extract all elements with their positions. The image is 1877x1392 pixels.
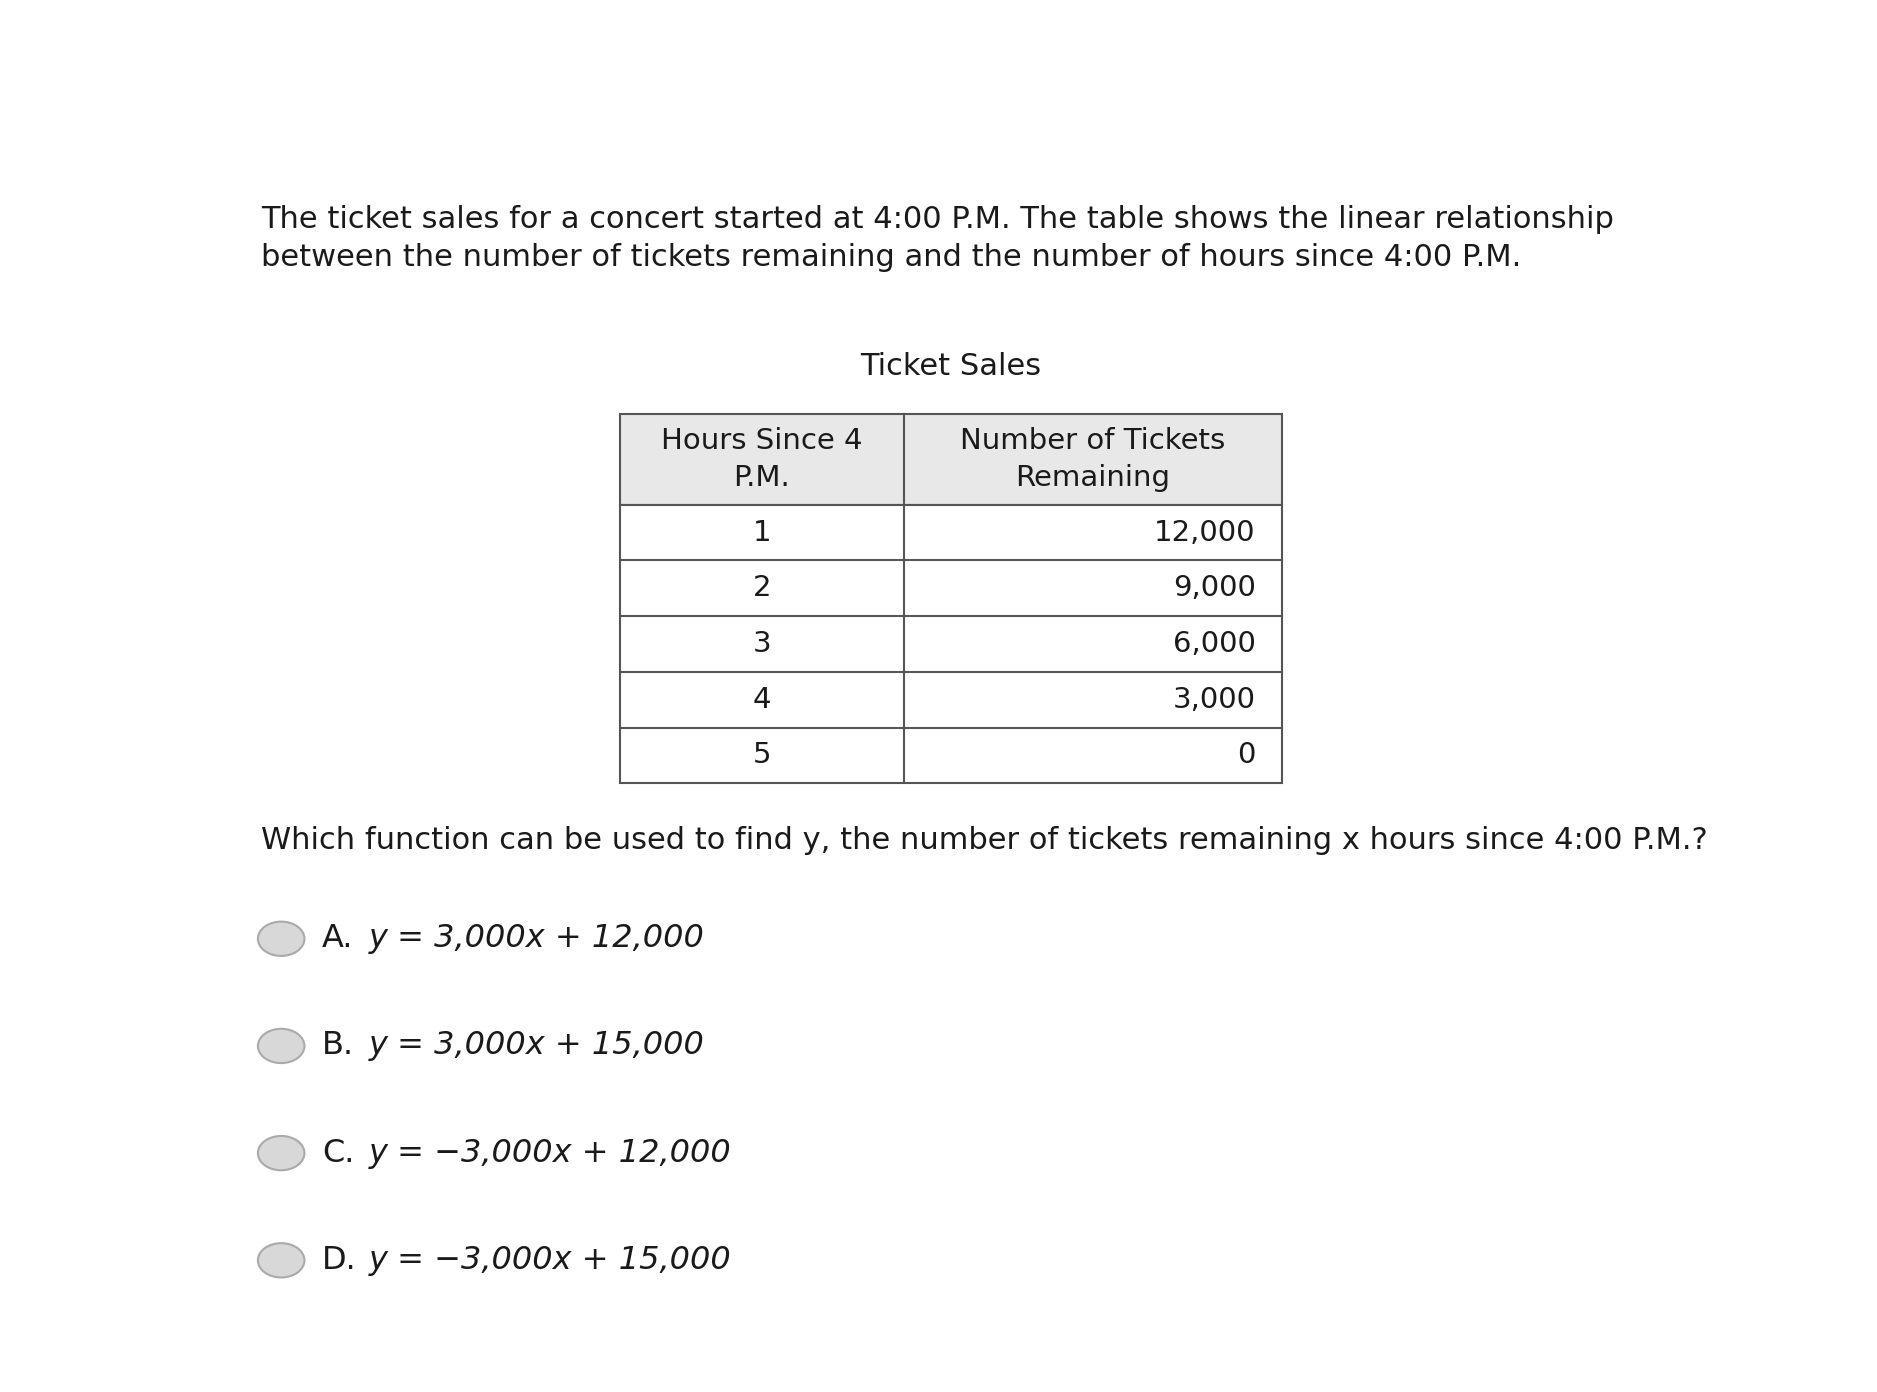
Text: The ticket sales for a concert started at 4:00 P.M. The table shows the linear r: The ticket sales for a concert started a… [261,205,1614,271]
Circle shape [257,1136,304,1171]
Circle shape [257,1243,304,1278]
Text: 1: 1 [753,519,771,547]
Bar [619,505,1282,784]
Text: 0: 0 [1237,742,1256,770]
Bar [619,413,1282,505]
Text: 4: 4 [753,686,771,714]
Text: 5: 5 [753,742,771,770]
Text: Hours Since 4
P.M.: Hours Since 4 P.M. [661,427,863,491]
Text: D.: D. [321,1244,357,1276]
Text: y = 3,000x + 15,000: y = 3,000x + 15,000 [368,1030,704,1062]
Text: Ticket Sales: Ticket Sales [860,352,1042,381]
Text: 2: 2 [753,575,771,603]
Text: 6,000: 6,000 [1173,631,1256,658]
Text: 3,000: 3,000 [1173,686,1256,714]
Text: 9,000: 9,000 [1173,575,1256,603]
Circle shape [257,1029,304,1063]
Text: C.: C. [321,1137,355,1169]
Text: Which function can be used to find y, the number of tickets remaining x hours si: Which function can be used to find y, th… [261,827,1708,855]
Circle shape [257,922,304,956]
Text: 12,000: 12,000 [1154,519,1256,547]
Text: Number of Tickets
Remaining: Number of Tickets Remaining [961,427,1226,491]
Text: y = −3,000x + 15,000: y = −3,000x + 15,000 [368,1244,732,1276]
Text: 3: 3 [753,631,771,658]
Text: y = 3,000x + 12,000: y = 3,000x + 12,000 [368,923,704,955]
Text: y = −3,000x + 12,000: y = −3,000x + 12,000 [368,1137,732,1169]
Text: B.: B. [321,1030,355,1062]
Text: A.: A. [321,923,353,955]
